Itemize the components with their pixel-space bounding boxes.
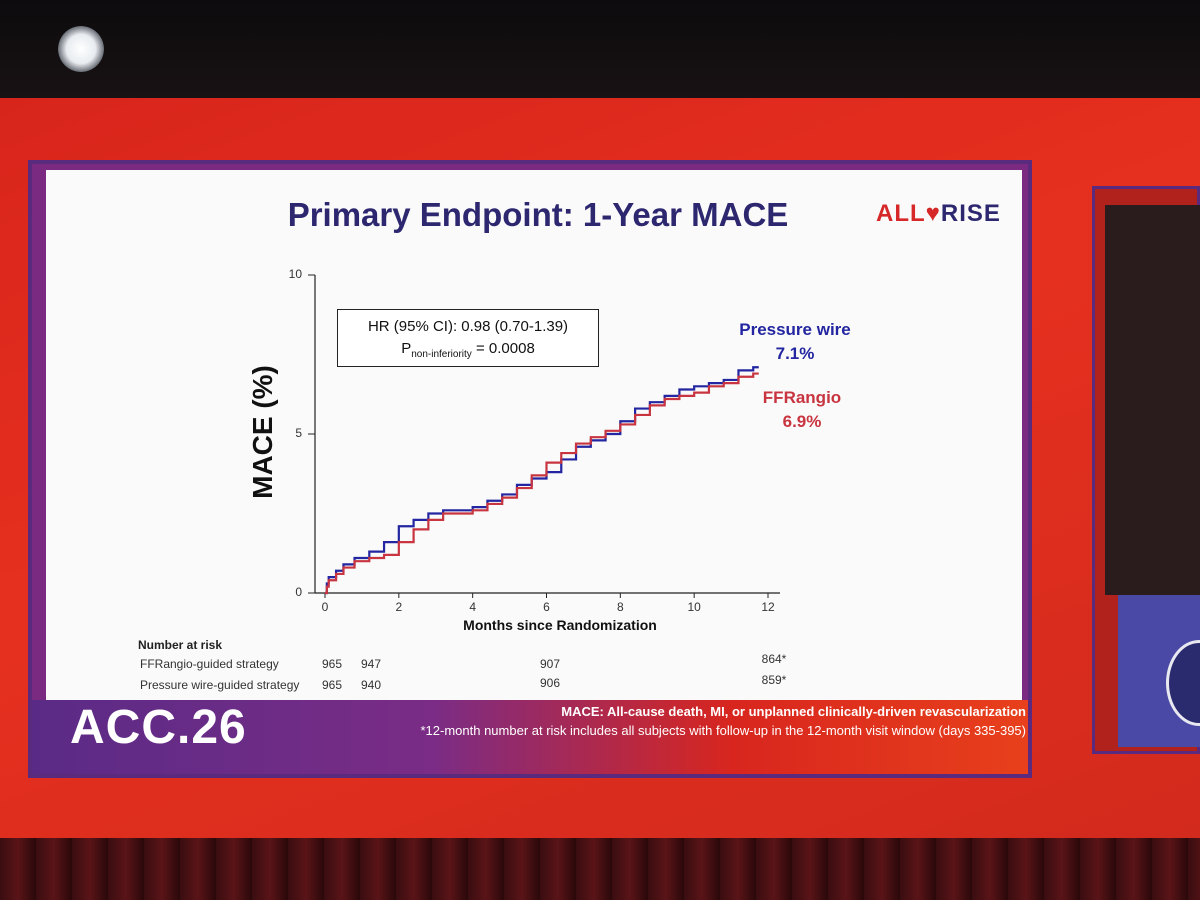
x-tick-label: 10	[687, 600, 701, 614]
p-subscript: non-inferiority	[411, 349, 472, 360]
x-tick-label: 6	[543, 600, 550, 614]
ffrangio-legend: FFRangio 6.9%	[742, 386, 862, 434]
allrise-logo: ALL♥RISE	[876, 200, 1001, 228]
heart-icon: ♥	[925, 200, 941, 227]
spotlight	[58, 26, 104, 72]
x-tick-label: 4	[469, 600, 476, 614]
logo-text-all: ALL	[876, 200, 926, 227]
logo-text-rise: RISE	[940, 200, 1001, 227]
y-tick-label: 0	[295, 585, 302, 599]
presentation-slide	[28, 160, 1032, 778]
x-tick-label: 2	[395, 600, 403, 614]
nar-value: 864*	[761, 652, 787, 666]
p-value: = 0.0008	[471, 340, 535, 357]
stage-curtain	[0, 838, 1200, 900]
nar-value: 906	[539, 676, 561, 690]
nar-value: 947	[360, 657, 382, 671]
conference-logo: ACC.26	[70, 701, 247, 754]
ffrangio-curve	[325, 372, 759, 595]
nar-value: 859*	[761, 673, 787, 687]
x-tick-label: 8	[616, 600, 624, 614]
y-tick-label: 5	[295, 426, 302, 440]
slide-content-area	[46, 170, 1022, 700]
pressure-wire-value: 7.1%	[775, 344, 815, 363]
ffrangio-name: FFRangio	[762, 388, 842, 407]
p-symbol: P	[401, 340, 412, 357]
ceiling	[0, 0, 1200, 100]
pressure-wire-curve	[325, 366, 759, 595]
hazard-ratio-text: HR (95% CI): 0.98 (0.70-1.39)	[367, 318, 569, 335]
p-value-line: Pnon-inferiority = 0.0008	[338, 338, 598, 366]
x-axis-label: Months since Randomization	[463, 617, 657, 633]
slide-footer-band	[32, 700, 1028, 774]
x-tick-label: 0	[321, 600, 329, 614]
nar-value: 965	[321, 678, 343, 692]
mace-definition: MACE: All-cause death, MI, or unplanned …	[561, 704, 1026, 719]
nar-value: 940	[360, 678, 382, 692]
pressure-wire-legend: Pressure wire 7.1%	[720, 318, 870, 366]
asterisk-footnote: *12-month number at risk includes all su…	[420, 723, 1026, 738]
nar-value: 965	[321, 657, 343, 671]
x-tick-label: 12	[761, 600, 775, 614]
plot-curves	[325, 366, 759, 595]
side-screen-video	[1105, 205, 1200, 595]
ffrangio-value: 6.9%	[782, 412, 822, 431]
nar-row-label-pressure: Pressure wire-guided strategy	[140, 678, 300, 692]
slide-title: Primary Endpoint: 1-Year MACE	[287, 196, 789, 233]
number-at-risk-heading: Number at risk	[138, 638, 223, 652]
hazard-ratio-box: HR (95% CI): 0.98 (0.70-1.39) Pnon-infer…	[337, 309, 599, 367]
pressure-wire-name: Pressure wire	[739, 320, 851, 339]
nar-value: 907	[539, 657, 561, 671]
y-tick-label: 10	[288, 267, 302, 281]
nar-row-label-ffrangio: FFRangio-guided strategy	[140, 657, 279, 671]
